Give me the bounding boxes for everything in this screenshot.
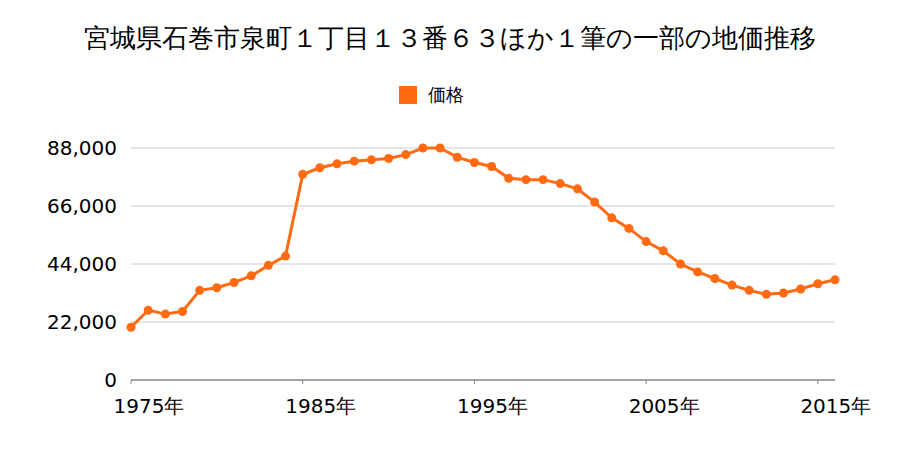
point [401, 150, 410, 159]
grid-line [131, 264, 835, 265]
point [590, 198, 599, 207]
point [333, 159, 342, 168]
point [350, 157, 359, 166]
x-tick-label: 1985年 [285, 394, 356, 418]
point [367, 155, 376, 164]
point [693, 267, 702, 276]
point [230, 278, 239, 287]
x-tick [302, 380, 303, 384]
point [573, 184, 582, 193]
x-tick-label: 1995年 [457, 394, 528, 418]
point [195, 286, 204, 295]
point [727, 281, 736, 290]
legend-label: 価格 [428, 84, 464, 105]
point [487, 162, 496, 171]
y-tick-label: 22,000 [47, 310, 117, 334]
x-tick [474, 380, 475, 384]
title: 宮城県石巻市泉町１丁目１３番６３ほか１筆の一部の地価推移 [84, 23, 816, 53]
point [281, 252, 290, 261]
grid-line [131, 322, 835, 323]
x-tick [646, 380, 647, 384]
x-tick-label: 2015年 [800, 394, 871, 418]
point [384, 154, 393, 163]
point [298, 170, 307, 179]
y-tick-label: 88,000 [47, 136, 117, 160]
grid-line [131, 380, 835, 381]
point [504, 174, 513, 183]
point [418, 144, 427, 153]
point [453, 153, 462, 162]
point [247, 271, 256, 280]
plot-area [127, 144, 840, 332]
point [813, 279, 822, 288]
point [144, 306, 153, 315]
y-tick-label: 66,000 [47, 194, 117, 218]
point [161, 310, 170, 319]
point [745, 286, 754, 295]
point [436, 144, 445, 153]
line [131, 148, 835, 327]
x-tick [817, 380, 818, 384]
x-tick-label: 2005年 [629, 394, 700, 418]
point [521, 175, 530, 184]
point [470, 158, 479, 167]
point [676, 260, 685, 269]
point [127, 323, 136, 332]
point [831, 275, 840, 284]
point [624, 224, 633, 233]
point [762, 290, 771, 299]
point [710, 274, 719, 283]
point [642, 237, 651, 246]
point [556, 179, 565, 188]
x-axis [131, 380, 835, 381]
legend-swatch [399, 86, 417, 104]
point [315, 163, 324, 172]
point [659, 246, 668, 255]
point [796, 285, 805, 294]
point [212, 283, 221, 292]
grid-line [131, 148, 835, 149]
x-tick [131, 380, 132, 384]
chart: 宮城県石巻市泉町１丁目１３番６３ほか１筆の一部の地価推移価格 0 22,000 44,… [0, 0, 900, 450]
point [607, 213, 616, 222]
point [178, 307, 187, 316]
point [539, 175, 548, 184]
y-tick-label: 44,000 [47, 252, 117, 276]
grid-line [131, 206, 835, 207]
x-tick-label: 1975年 [114, 394, 185, 418]
point [779, 289, 788, 298]
point [264, 261, 273, 270]
y-tick-label: 0 [104, 368, 117, 392]
